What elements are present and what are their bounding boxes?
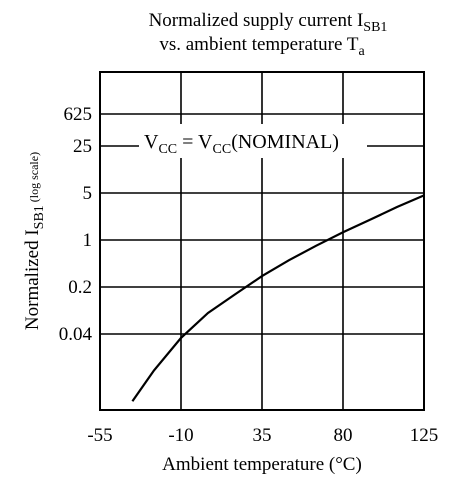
chart-title-line1: Normalized supply current ISB1 xyxy=(149,10,388,35)
y-tick-label: 0.2 xyxy=(68,277,92,298)
chart-title-line2: vs. ambient temperature Ta xyxy=(159,34,365,59)
annotation-background xyxy=(139,124,367,158)
y-tick-label: 1 xyxy=(83,230,93,251)
x-tick-label: 125 xyxy=(410,425,439,446)
y-tick-label: 5 xyxy=(83,183,93,204)
grid-layer xyxy=(100,72,424,410)
x-tick-label: 35 xyxy=(253,425,272,446)
y-tick-label: 625 xyxy=(64,104,93,125)
y-axis-label: Normalized ISB1 (log scale) xyxy=(22,152,47,330)
x-tick-label: -55 xyxy=(87,425,112,446)
y-tick-labels: 0.04 0.2 1 5 25 625 xyxy=(59,104,93,345)
series-line xyxy=(131,194,425,402)
y-tick-label: 25 xyxy=(73,136,92,157)
y-tick-label: 0.04 xyxy=(59,324,93,345)
x-tick-label: -10 xyxy=(168,425,193,446)
vcc-annotation: VCC = VCC(NOMINAL) xyxy=(144,131,339,157)
x-tick-labels: -55 -10 35 80 125 xyxy=(87,425,438,446)
plot-frame xyxy=(99,71,425,411)
x-tick-label: 80 xyxy=(334,425,353,446)
x-axis-label: Ambient temperature (°C) xyxy=(162,454,362,475)
